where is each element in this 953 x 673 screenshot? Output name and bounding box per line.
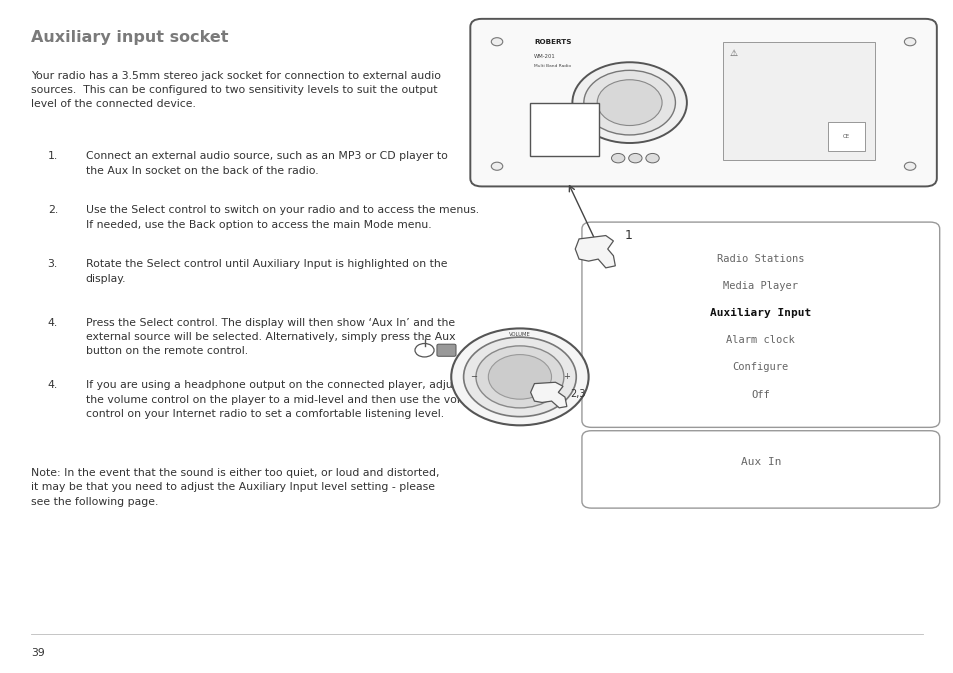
FancyBboxPatch shape — [722, 42, 874, 160]
Text: Note: In the event that the sound is either too quiet, or loud and distorted,
it: Note: In the event that the sound is eit… — [31, 468, 439, 507]
Text: Your radio has a 3.5mm stereo jack socket for connection to external audio
sourc: Your radio has a 3.5mm stereo jack socke… — [31, 71, 441, 110]
Text: Use the Select control to switch on your radio and to access the menus.
If neede: Use the Select control to switch on your… — [86, 205, 478, 229]
FancyBboxPatch shape — [530, 103, 598, 156]
Text: −: − — [469, 372, 476, 382]
Circle shape — [597, 80, 661, 125]
Text: If you are using a headphone output on the connected player, adjust
the volume c: If you are using a headphone output on t… — [86, 380, 483, 419]
Text: Aux In: Aux In — [740, 457, 781, 467]
Text: Radio Stations: Radio Stations — [717, 254, 803, 264]
Circle shape — [491, 162, 502, 170]
Text: Press the Select control. The display will then show ‘Aux In’ and the
external s: Press the Select control. The display wi… — [86, 318, 455, 357]
Text: Rotate the Select control until Auxiliary Input is highlighted on the
display.: Rotate the Select control until Auxiliar… — [86, 259, 447, 283]
Text: 2,3: 2,3 — [570, 390, 585, 399]
Polygon shape — [530, 382, 566, 408]
Circle shape — [488, 355, 551, 399]
FancyBboxPatch shape — [470, 19, 936, 186]
Text: ROBERTS: ROBERTS — [534, 39, 571, 45]
Text: Configure: Configure — [732, 362, 788, 372]
Text: 1.: 1. — [48, 151, 58, 162]
Circle shape — [463, 337, 576, 417]
Text: Media Player: Media Player — [722, 281, 798, 291]
Text: 1: 1 — [624, 229, 632, 242]
Text: 3.: 3. — [48, 259, 58, 269]
Text: 4.: 4. — [48, 380, 58, 390]
Text: 2.: 2. — [48, 205, 58, 215]
Text: CE: CE — [842, 134, 849, 139]
Text: 39: 39 — [31, 648, 45, 658]
Circle shape — [572, 62, 686, 143]
Text: WM-201: WM-201 — [534, 54, 556, 59]
Text: Off: Off — [751, 390, 769, 400]
Text: Auxiliary input socket: Auxiliary input socket — [31, 30, 229, 45]
Text: ⚠: ⚠ — [729, 49, 738, 58]
Text: VOLUME: VOLUME — [509, 332, 530, 336]
Circle shape — [903, 162, 915, 170]
Text: Auxiliary Input: Auxiliary Input — [709, 308, 811, 318]
Circle shape — [476, 346, 563, 408]
Text: +: + — [562, 372, 570, 382]
Text: Alarm clock: Alarm clock — [725, 335, 795, 345]
FancyBboxPatch shape — [436, 344, 456, 356]
Circle shape — [583, 71, 675, 135]
Text: 4.: 4. — [48, 318, 58, 328]
Circle shape — [903, 38, 915, 46]
FancyBboxPatch shape — [581, 431, 939, 508]
Circle shape — [415, 343, 434, 357]
FancyBboxPatch shape — [581, 222, 939, 427]
Text: Multi Band Radio: Multi Band Radio — [534, 64, 571, 68]
Circle shape — [645, 153, 659, 163]
Polygon shape — [575, 236, 615, 268]
FancyBboxPatch shape — [827, 122, 864, 151]
Circle shape — [628, 153, 641, 163]
Circle shape — [451, 328, 588, 425]
Text: Connect an external audio source, such as an MP3 or CD player to
the Aux In sock: Connect an external audio source, such a… — [86, 151, 447, 176]
Circle shape — [611, 153, 624, 163]
Circle shape — [491, 38, 502, 46]
